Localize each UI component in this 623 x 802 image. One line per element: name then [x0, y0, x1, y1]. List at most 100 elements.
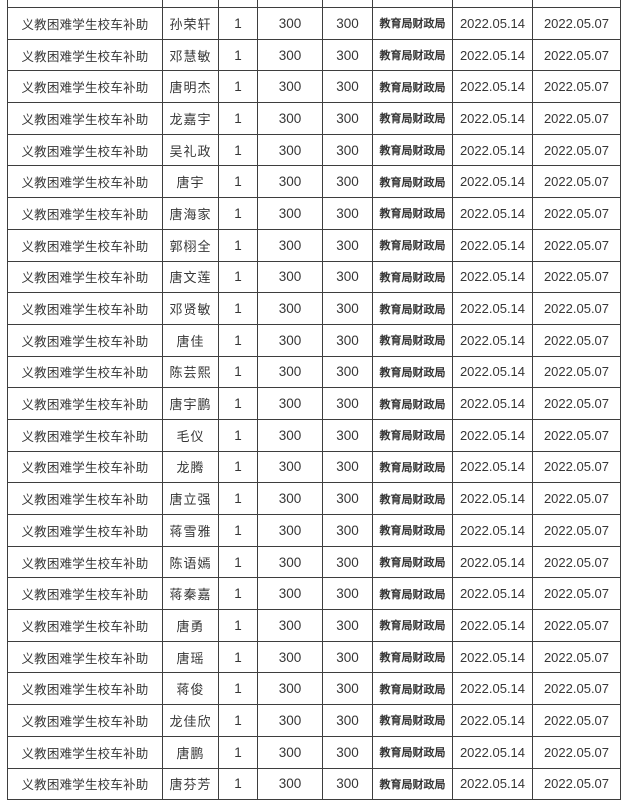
cell-subsidy: 义教困难学生校车补助: [7, 228, 163, 262]
cell-amount: 300: [322, 514, 373, 547]
table-row: 义教困难学生校车补助 唐明杰 1 300 300 教育局财政局 2022.05.14 2022…: [7, 70, 621, 104]
cell-standard: 300: [257, 735, 323, 769]
cell-count: 1: [218, 228, 258, 262]
cell-standard: 300: [257, 197, 323, 230]
partial-cell: [257, 0, 323, 8]
cell-standard: 300: [257, 704, 323, 737]
table-row: 义教困难学生校车补助 龙腾 1 300 300 教育局财政局 2022.05.14 2022.…: [7, 450, 621, 484]
cell-amount: 300: [322, 292, 373, 325]
table-row: 义教困难学生校车补助 唐佳 1 300 300 教育局财政局 2022.05.14 2022.…: [7, 323, 621, 357]
cell-count: 1: [218, 767, 258, 801]
cell-student-name: 唐立强: [162, 482, 219, 515]
cell-pay-date: 2022.05.14: [452, 7, 533, 40]
cell-pay-date: 2022.05.14: [452, 260, 533, 294]
cell-count: 1: [218, 704, 258, 737]
cell-subsidy: 义教困难学生校车补助: [7, 450, 163, 484]
table-row: 义教困难学生校车补助 唐立强 1 300 300 教育局财政局 2022.05.14 2022…: [7, 482, 621, 515]
table-row: 义教困难学生校车补助 蒋雪雅 1 300 300 教育局财政局 2022.05.14 2022…: [7, 514, 621, 547]
partial-cell: [7, 0, 163, 8]
cell-amount: 300: [322, 7, 373, 40]
cell-post-date: 2022.05.07: [532, 735, 621, 769]
partial-cell: [452, 0, 533, 8]
cell-agency: 教育局财政局: [372, 640, 453, 674]
partial-cell: [322, 0, 373, 8]
cell-count: 1: [218, 514, 258, 547]
cell-post-date: 2022.05.07: [532, 102, 621, 135]
cell-agency: 教育局财政局: [372, 355, 453, 389]
cell-agency: 教育局财政局: [372, 387, 453, 420]
cell-student-name: 唐勇: [162, 609, 219, 642]
table-row: 义教困难学生校车补助 唐宇 1 300 300 教育局财政局 2022.05.14 2022.…: [7, 165, 621, 199]
cell-pay-date: 2022.05.14: [452, 767, 533, 801]
cell-count: 1: [218, 609, 258, 642]
partial-cell: [162, 0, 219, 8]
cell-student-name: 唐芬芳: [162, 767, 219, 801]
cell-subsidy: 义教困难学生校车补助: [7, 514, 163, 547]
cell-subsidy: 义教困难学生校车补助: [7, 292, 163, 325]
cell-agency: 教育局财政局: [372, 514, 453, 547]
cell-standard: 300: [257, 102, 323, 135]
cell-subsidy: 义教困难学生校车补助: [7, 38, 163, 72]
cell-agency: 教育局财政局: [372, 38, 453, 72]
cell-subsidy: 义教困难学生校车补助: [7, 102, 163, 135]
cell-count: 1: [218, 260, 258, 294]
cell-agency: 教育局财政局: [372, 292, 453, 325]
cell-count: 1: [218, 577, 258, 611]
cell-post-date: 2022.05.07: [532, 767, 621, 801]
cell-standard: 300: [257, 7, 323, 40]
cell-student-name: 唐鹏: [162, 735, 219, 769]
cell-pay-date: 2022.05.14: [452, 165, 533, 199]
table-row: 义教困难学生校车补助 唐勇 1 300 300 教育局财政局 2022.05.14 2022.…: [7, 609, 621, 642]
cell-count: 1: [218, 292, 258, 325]
cell-agency: 教育局财政局: [372, 545, 453, 579]
cell-count: 1: [218, 38, 258, 72]
cell-agency: 教育局财政局: [372, 7, 453, 40]
subsidy-table: 义教困难学生校车补助 孙荣轩 1 300 300 教育局财政局 2022.05.14 2022…: [7, 0, 621, 801]
cell-count: 1: [218, 7, 258, 40]
cell-student-name: 唐宇: [162, 165, 219, 199]
cell-amount: 300: [322, 418, 373, 452]
cell-student-name: 邓慧敏: [162, 38, 219, 72]
cell-pay-date: 2022.05.14: [452, 450, 533, 484]
cell-post-date: 2022.05.07: [532, 418, 621, 452]
cell-amount: 300: [322, 450, 373, 484]
cell-pay-date: 2022.05.14: [452, 577, 533, 611]
cell-student-name: 毛仪: [162, 418, 219, 452]
cell-standard: 300: [257, 450, 323, 484]
cell-count: 1: [218, 70, 258, 104]
table-row: 义教困难学生校车补助 龙佳欣 1 300 300 教育局财政局 2022.05.14 2022…: [7, 704, 621, 737]
cell-subsidy: 义教困难学生校车补助: [7, 640, 163, 674]
cell-subsidy: 义教困难学生校车补助: [7, 165, 163, 199]
cell-pay-date: 2022.05.14: [452, 482, 533, 515]
cell-standard: 300: [257, 767, 323, 801]
cell-amount: 300: [322, 672, 373, 706]
table-row: 义教困难学生校车补助 唐文莲 1 300 300 教育局财政局 2022.05.14 2022…: [7, 260, 621, 294]
cell-pay-date: 2022.05.14: [452, 387, 533, 420]
cell-student-name: 唐海家: [162, 197, 219, 230]
cell-pay-date: 2022.05.14: [452, 609, 533, 642]
cell-amount: 300: [322, 260, 373, 294]
cell-agency: 教育局财政局: [372, 609, 453, 642]
cell-amount: 300: [322, 228, 373, 262]
cell-subsidy: 义教困难学生校车补助: [7, 577, 163, 611]
cell-post-date: 2022.05.07: [532, 482, 621, 515]
cell-amount: 300: [322, 704, 373, 737]
cell-standard: 300: [257, 545, 323, 579]
cell-agency: 教育局财政局: [372, 735, 453, 769]
cell-subsidy: 义教困难学生校车补助: [7, 767, 163, 801]
cell-count: 1: [218, 133, 258, 167]
cell-post-date: 2022.05.07: [532, 355, 621, 389]
cell-standard: 300: [257, 38, 323, 72]
cell-pay-date: 2022.05.14: [452, 514, 533, 547]
cell-student-name: 郭栩全: [162, 228, 219, 262]
cell-subsidy: 义教困难学生校车补助: [7, 545, 163, 579]
cell-subsidy: 义教困难学生校车补助: [7, 387, 163, 420]
cell-pay-date: 2022.05.14: [452, 70, 533, 104]
cell-amount: 300: [322, 197, 373, 230]
table-row: 义教困难学生校车补助 蒋俊 1 300 300 教育局财政局 2022.05.14 2022.…: [7, 672, 621, 706]
table-row: 义教困难学生校车补助 郭栩全 1 300 300 教育局财政局 2022.05.14 2022…: [7, 228, 621, 262]
partial-cell: [372, 0, 453, 8]
cell-subsidy: 义教困难学生校车补助: [7, 735, 163, 769]
cell-post-date: 2022.05.07: [532, 577, 621, 611]
cell-student-name: 孙荣轩: [162, 7, 219, 40]
